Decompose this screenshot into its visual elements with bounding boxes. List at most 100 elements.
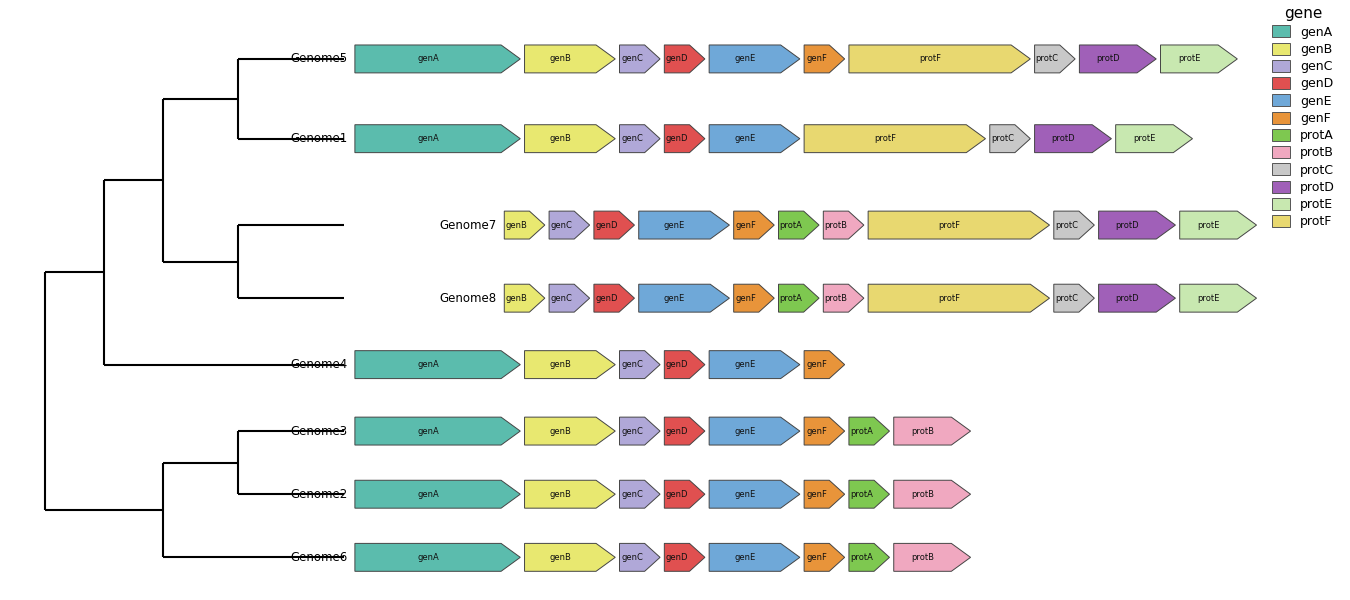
Text: genB: genB <box>506 293 528 302</box>
Text: genC: genC <box>621 553 643 562</box>
Polygon shape <box>525 480 616 508</box>
Polygon shape <box>733 211 775 239</box>
Text: genC: genC <box>621 55 643 64</box>
Text: protD: protD <box>1115 221 1139 230</box>
Polygon shape <box>549 284 590 312</box>
Text: genA: genA <box>417 134 439 143</box>
Text: genC: genC <box>621 427 643 436</box>
Polygon shape <box>1115 125 1192 152</box>
Polygon shape <box>1080 45 1156 73</box>
Text: protB: protB <box>911 490 934 499</box>
Polygon shape <box>1054 284 1095 312</box>
Text: protA: protA <box>850 490 873 499</box>
Text: protC: protC <box>1054 293 1077 302</box>
Text: Genome4: Genome4 <box>290 358 347 371</box>
Text: genF: genF <box>736 293 757 302</box>
Polygon shape <box>805 417 845 445</box>
Text: genB: genB <box>549 490 571 499</box>
Polygon shape <box>620 544 660 571</box>
Text: protA: protA <box>780 293 802 302</box>
Text: genE: genE <box>734 55 756 64</box>
Text: genD: genD <box>666 490 688 499</box>
Text: genF: genF <box>736 221 757 230</box>
Text: genC: genC <box>621 134 643 143</box>
Polygon shape <box>525 125 616 152</box>
Polygon shape <box>849 480 890 508</box>
Text: genB: genB <box>549 360 571 369</box>
Text: genD: genD <box>666 360 688 369</box>
Text: genE: genE <box>664 293 684 302</box>
Text: genE: genE <box>734 134 756 143</box>
Text: genC: genC <box>621 360 643 369</box>
Text: protB: protB <box>825 221 848 230</box>
Polygon shape <box>805 544 845 571</box>
Text: protB: protB <box>825 293 848 302</box>
Polygon shape <box>620 417 660 445</box>
Polygon shape <box>355 45 520 73</box>
Polygon shape <box>355 544 520 571</box>
Polygon shape <box>894 480 971 508</box>
Polygon shape <box>664 125 705 152</box>
Polygon shape <box>709 45 799 73</box>
Polygon shape <box>1054 211 1095 239</box>
Text: Genome7: Genome7 <box>440 218 497 232</box>
Polygon shape <box>894 544 971 571</box>
Polygon shape <box>894 417 971 445</box>
Text: protC: protC <box>1035 55 1058 64</box>
Text: protD: protD <box>1096 55 1120 64</box>
Polygon shape <box>664 480 705 508</box>
Polygon shape <box>824 211 864 239</box>
Polygon shape <box>1034 45 1075 73</box>
Polygon shape <box>355 480 520 508</box>
Polygon shape <box>620 125 660 152</box>
Polygon shape <box>805 125 985 152</box>
Text: Genome8: Genome8 <box>440 292 497 305</box>
Polygon shape <box>525 417 616 445</box>
Polygon shape <box>849 45 1030 73</box>
Polygon shape <box>990 125 1030 152</box>
Polygon shape <box>868 284 1049 312</box>
Polygon shape <box>1099 211 1176 239</box>
Polygon shape <box>355 417 520 445</box>
Text: genF: genF <box>806 360 828 369</box>
Text: genD: genD <box>595 221 618 230</box>
Text: protF: protF <box>875 134 896 143</box>
Polygon shape <box>868 211 1049 239</box>
Text: genF: genF <box>806 490 828 499</box>
Text: protE: protE <box>1133 134 1156 143</box>
Text: genD: genD <box>595 293 618 302</box>
Text: genC: genC <box>551 221 572 230</box>
Text: genB: genB <box>549 553 571 562</box>
Polygon shape <box>594 211 634 239</box>
Polygon shape <box>549 211 590 239</box>
Text: genE: genE <box>734 360 756 369</box>
Polygon shape <box>639 211 729 239</box>
Text: genA: genA <box>417 360 439 369</box>
Polygon shape <box>355 125 520 152</box>
Text: protA: protA <box>850 553 873 562</box>
Polygon shape <box>733 284 775 312</box>
Text: protD: protD <box>1052 134 1075 143</box>
Text: protF: protF <box>938 221 960 230</box>
Text: protA: protA <box>850 427 873 436</box>
Text: genD: genD <box>666 55 688 64</box>
Polygon shape <box>505 211 545 239</box>
Text: genD: genD <box>666 134 688 143</box>
Polygon shape <box>709 417 799 445</box>
Polygon shape <box>664 45 705 73</box>
Text: genB: genB <box>549 55 571 64</box>
Text: protF: protF <box>919 55 941 64</box>
Polygon shape <box>779 284 819 312</box>
Polygon shape <box>639 284 729 312</box>
Polygon shape <box>849 544 890 571</box>
Polygon shape <box>664 417 705 445</box>
Polygon shape <box>355 350 520 379</box>
Polygon shape <box>849 417 890 445</box>
Text: Genome6: Genome6 <box>290 551 347 564</box>
Text: genB: genB <box>549 427 571 436</box>
Text: protE: protE <box>1179 55 1200 64</box>
Polygon shape <box>525 544 616 571</box>
Text: protD: protD <box>1115 293 1139 302</box>
Polygon shape <box>1180 284 1257 312</box>
Text: genE: genE <box>734 490 756 499</box>
